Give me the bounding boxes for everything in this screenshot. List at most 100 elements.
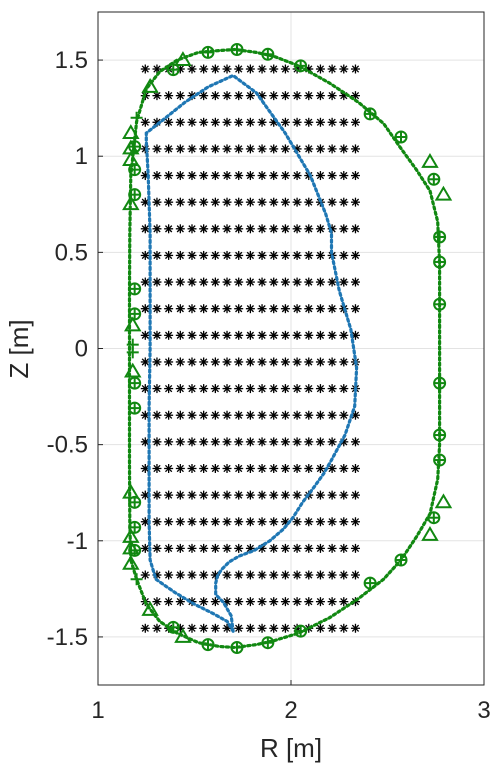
asterisk-marker — [304, 463, 314, 473]
triangle-marker — [122, 554, 140, 570]
asterisk-marker — [280, 171, 290, 181]
asterisk-marker — [350, 171, 360, 181]
asterisk-stroke — [164, 171, 173, 180]
asterisk-marker — [350, 437, 360, 447]
y-tick-label: -0.5 — [47, 432, 88, 459]
asterisk-stroke — [200, 518, 208, 526]
asterisk-stroke — [351, 251, 360, 260]
asterisk-marker — [245, 357, 255, 367]
asterisk-stroke — [235, 358, 243, 366]
asterisk-marker — [175, 117, 185, 127]
asterisk-marker — [257, 517, 267, 527]
asterisk-marker — [245, 437, 255, 447]
asterisk-marker — [315, 330, 325, 340]
asterisk-marker — [327, 64, 337, 74]
triangle-marker — [123, 316, 142, 332]
asterisk-marker — [292, 224, 302, 234]
asterisk-marker — [210, 463, 220, 473]
asterisk-marker — [140, 570, 150, 580]
asterisk-marker — [152, 330, 162, 340]
circle-plus-marker — [394, 553, 408, 567]
asterisk-marker — [257, 330, 267, 340]
asterisk-stroke — [351, 145, 360, 153]
asterisk-marker — [269, 437, 279, 447]
asterisk-stroke — [258, 384, 266, 393]
asterisk-stroke — [176, 491, 184, 499]
asterisk-marker — [234, 91, 244, 101]
asterisk-marker — [339, 171, 349, 181]
asterisk-marker — [257, 277, 267, 287]
asterisk-marker — [199, 171, 209, 181]
asterisk-marker — [187, 250, 197, 260]
asterisk-stroke — [153, 145, 161, 153]
asterisk-stroke — [316, 65, 325, 73]
asterisk-marker — [222, 144, 232, 154]
asterisk-marker — [350, 570, 360, 580]
asterisk-stroke — [246, 358, 255, 366]
asterisk-stroke — [246, 491, 255, 499]
asterisk-stroke — [246, 384, 255, 393]
asterisk-marker — [140, 543, 150, 553]
asterisk-marker — [257, 597, 267, 607]
asterisk-marker — [175, 570, 185, 580]
asterisk-stroke — [188, 225, 196, 233]
asterisk-stroke — [246, 278, 255, 286]
asterisk-stroke — [200, 491, 208, 499]
asterisk-marker — [210, 384, 220, 394]
asterisk-stroke — [258, 358, 266, 366]
asterisk-stroke — [316, 384, 325, 393]
asterisk-marker — [304, 357, 314, 367]
asterisk-stroke — [316, 598, 325, 606]
asterisk-stroke — [258, 464, 266, 473]
y-tick-label: -1.5 — [47, 624, 88, 651]
asterisk-marker — [164, 250, 174, 260]
asterisk-stroke — [305, 544, 313, 553]
asterisk-marker — [245, 410, 255, 420]
asterisk-stroke — [305, 571, 313, 579]
asterisk-stroke — [316, 118, 325, 126]
asterisk-marker — [327, 197, 337, 207]
triangle-marker — [434, 493, 453, 509]
asterisk-marker — [199, 277, 209, 287]
asterisk-stroke — [246, 251, 255, 260]
asterisk-stroke — [223, 278, 231, 286]
asterisk-marker — [222, 330, 232, 340]
asterisk-stroke — [223, 384, 231, 393]
asterisk-stroke — [211, 118, 219, 126]
asterisk-stroke — [223, 571, 231, 579]
asterisk-stroke — [293, 438, 301, 446]
asterisk-marker — [199, 250, 209, 260]
asterisk-marker — [327, 597, 337, 607]
x-axis-label: R [m] — [260, 733, 322, 763]
asterisk-marker — [199, 463, 209, 473]
asterisk-stroke — [281, 384, 290, 393]
asterisk-stroke — [153, 438, 161, 446]
asterisk-marker — [327, 277, 337, 287]
asterisk-stroke — [316, 331, 325, 339]
asterisk-stroke — [328, 571, 336, 579]
asterisk-stroke — [223, 544, 231, 553]
asterisk-marker — [234, 517, 244, 527]
asterisk-stroke — [188, 518, 196, 526]
asterisk-stroke — [340, 225, 348, 233]
asterisk-marker — [164, 410, 174, 420]
asterisk-stroke — [246, 571, 255, 579]
asterisk-stroke — [316, 225, 325, 233]
asterisk-stroke — [305, 251, 313, 260]
circle-plus-marker — [230, 641, 244, 655]
asterisk-stroke — [258, 438, 266, 446]
asterisk-marker — [327, 144, 337, 154]
asterisk-marker — [339, 463, 349, 473]
asterisk-stroke — [176, 571, 184, 579]
asterisk-stroke — [258, 491, 266, 499]
asterisk-marker — [304, 91, 314, 101]
asterisk-marker — [315, 64, 325, 74]
asterisk-stroke — [281, 358, 290, 366]
asterisk-marker — [292, 437, 302, 447]
asterisk-marker — [175, 437, 185, 447]
asterisk-stroke — [293, 518, 301, 526]
asterisk-marker — [315, 490, 325, 500]
asterisk-stroke — [153, 305, 161, 313]
asterisk-stroke — [223, 305, 231, 313]
circle-plus-marker — [294, 624, 308, 638]
